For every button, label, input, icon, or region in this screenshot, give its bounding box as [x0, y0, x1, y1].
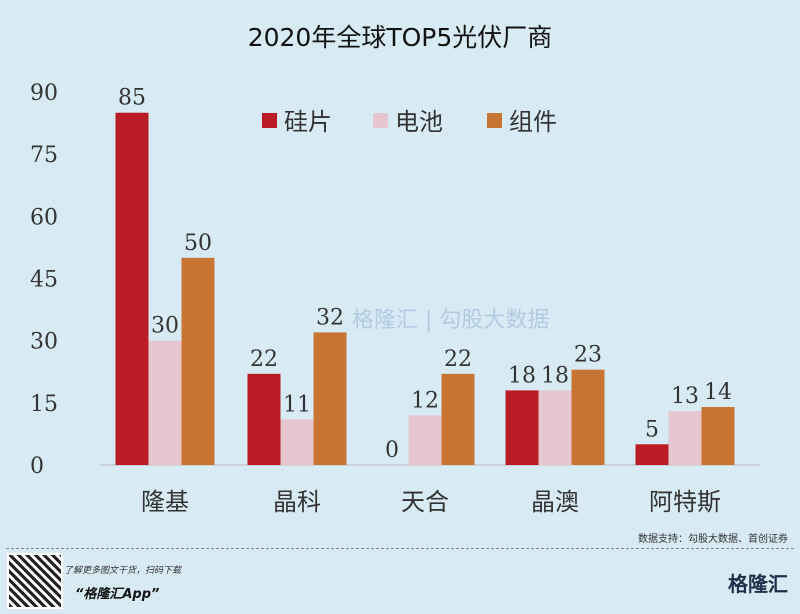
data-label: 32 [316, 305, 344, 330]
bar [115, 112, 149, 465]
chart-title: 2020年全球TOP5光伏厂商 [247, 23, 553, 52]
data-label: 30 [151, 314, 179, 339]
y-tick-label: 45 [30, 268, 58, 293]
bar [668, 411, 702, 465]
data-label: 13 [671, 384, 699, 409]
data-label: 22 [250, 347, 278, 372]
y-tick-label: 0 [30, 454, 44, 479]
data-label: 22 [444, 347, 472, 372]
bar [148, 340, 182, 465]
data-label: 12 [411, 388, 439, 413]
data-label: 5 [645, 417, 659, 442]
y-tick-label: 75 [30, 143, 58, 168]
x-tick-label: 隆基 [141, 488, 189, 516]
y-tick-label: 90 [30, 81, 58, 106]
qr-code [7, 553, 63, 609]
data-label: 85 [118, 86, 146, 111]
bar [247, 373, 281, 465]
data-label: 23 [574, 343, 602, 368]
legend-swatch [262, 113, 277, 128]
promo-text: 了解更多图文干货，扫码下载 [64, 566, 182, 576]
bar [635, 444, 669, 465]
watermark: 格隆汇 | 勾股大数据 [352, 308, 550, 333]
data-label: 18 [541, 363, 569, 388]
bar [408, 415, 442, 465]
y-tick-label: 30 [30, 330, 58, 355]
watermark-brand: 格隆汇 [352, 308, 419, 333]
legend-swatch [373, 113, 388, 128]
data-label: 18 [508, 363, 536, 388]
watermark-text: 勾股大数据 [439, 308, 550, 333]
data-label: 11 [283, 392, 311, 417]
bar [181, 257, 215, 465]
x-tick-label: 天合 [401, 488, 449, 516]
legend-swatch [487, 113, 502, 128]
bar [441, 373, 475, 465]
bar [701, 406, 735, 465]
data-label: 50 [184, 231, 212, 256]
x-tick-label: 晶科 [273, 488, 321, 516]
divider [6, 548, 794, 549]
bar [505, 390, 539, 465]
legend-label: 组件 [509, 108, 557, 136]
bar [538, 390, 572, 465]
bar [280, 419, 314, 465]
x-tick-label: 晶澳 [531, 488, 579, 516]
y-tick-label: 15 [30, 392, 58, 417]
data-label: 14 [704, 380, 732, 405]
data-source: 数据支持：勾股大数据、首创证券 [638, 534, 788, 545]
legend-label: 电池 [395, 108, 443, 136]
data-label: 0 [385, 438, 399, 463]
bar [313, 332, 347, 465]
legend-label: 硅片 [284, 108, 332, 136]
x-tick-label: 阿特斯 [649, 488, 721, 516]
y-tick-label: 60 [30, 205, 58, 230]
bar [571, 369, 605, 465]
promo-app: “格隆汇App” [75, 587, 160, 602]
logo: 格隆汇 [728, 572, 788, 596]
